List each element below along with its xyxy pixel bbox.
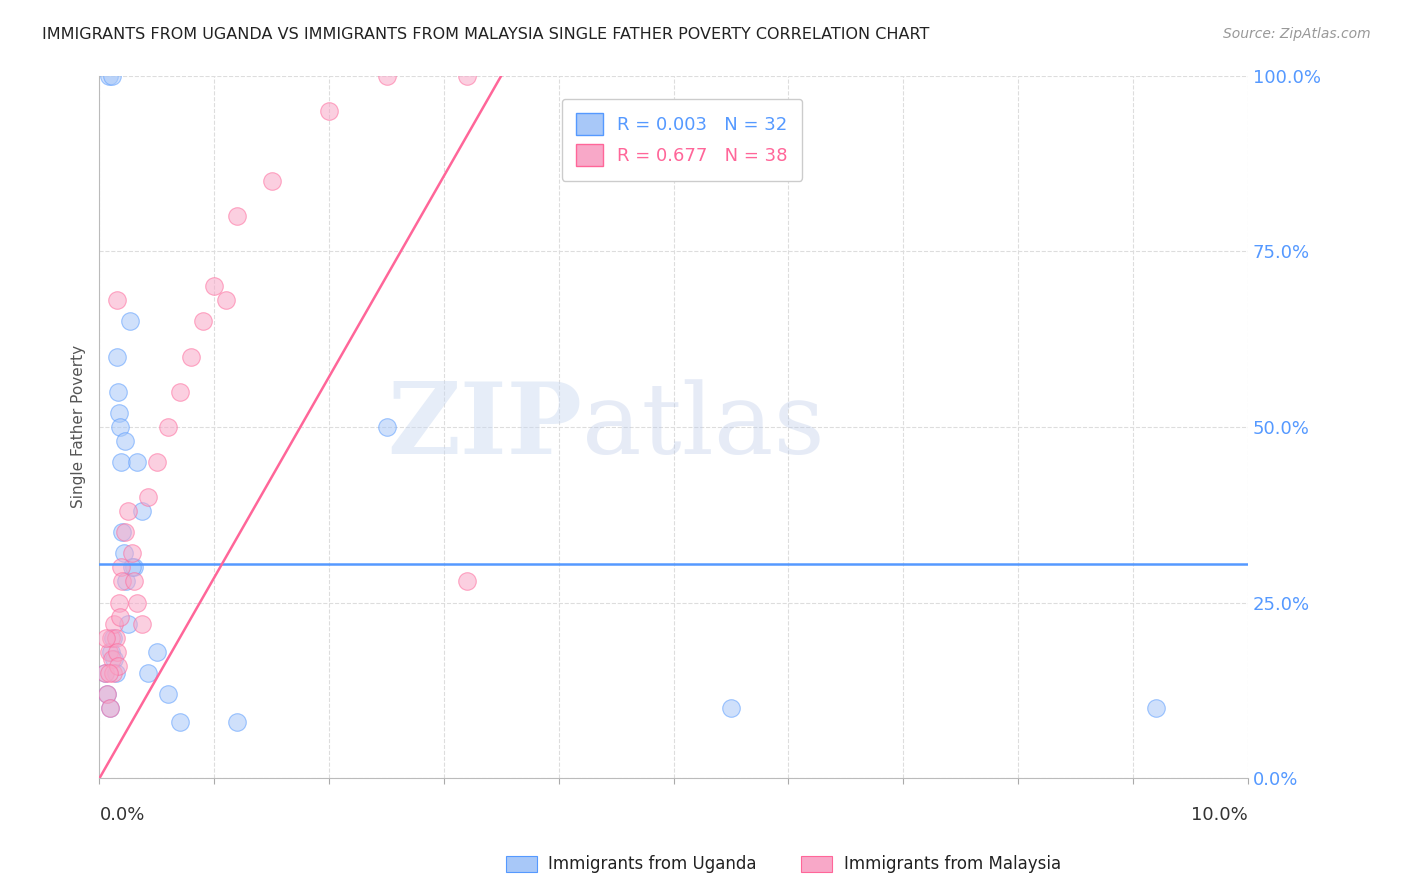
Point <box>456 574 478 589</box>
Point <box>136 490 159 504</box>
Point <box>101 69 124 83</box>
Point <box>226 209 249 223</box>
Point <box>105 645 128 659</box>
Point <box>122 574 145 589</box>
Point <box>108 596 131 610</box>
Point <box>157 687 180 701</box>
Point <box>136 665 159 680</box>
Point <box>105 293 128 308</box>
Y-axis label: Single Father Poverty: Single Father Poverty <box>72 345 86 508</box>
Point <box>169 384 191 399</box>
Point <box>260 174 283 188</box>
Point <box>1144 701 1167 715</box>
Point <box>110 560 132 574</box>
Point <box>112 546 135 560</box>
Point <box>121 560 143 574</box>
Text: Immigrants from Malaysia: Immigrants from Malaysia <box>844 855 1060 873</box>
Point <box>98 701 121 715</box>
Text: Source: ZipAtlas.com: Source: ZipAtlas.com <box>1223 27 1371 41</box>
Point <box>131 504 153 518</box>
Point <box>108 420 131 434</box>
Point <box>111 525 134 540</box>
Point <box>375 69 398 83</box>
Point <box>107 658 129 673</box>
Point <box>100 645 122 659</box>
Legend: R = 0.003   N = 32, R = 0.677   N = 38: R = 0.003 N = 32, R = 0.677 N = 38 <box>561 99 803 180</box>
Point <box>375 420 398 434</box>
Point <box>107 384 129 399</box>
Point <box>98 701 121 715</box>
Point <box>117 504 139 518</box>
Text: atlas: atlas <box>582 379 824 475</box>
Point <box>215 293 238 308</box>
Text: ZIP: ZIP <box>387 378 582 475</box>
Point <box>104 631 127 645</box>
Point <box>100 631 122 645</box>
Point <box>94 665 117 680</box>
Point <box>202 279 225 293</box>
Point <box>97 665 120 680</box>
Point <box>108 609 131 624</box>
Point <box>103 652 125 666</box>
Point <box>127 596 149 610</box>
Point <box>101 652 124 666</box>
Text: 10.0%: 10.0% <box>1191 806 1249 824</box>
Point <box>146 645 169 659</box>
Text: IMMIGRANTS FROM UGANDA VS IMMIGRANTS FROM MALAYSIA SINGLE FATHER POVERTY CORRELA: IMMIGRANTS FROM UGANDA VS IMMIGRANTS FRO… <box>42 27 929 42</box>
Point <box>97 645 120 659</box>
Point <box>103 631 125 645</box>
Point <box>97 69 120 83</box>
Point <box>96 687 118 701</box>
Point <box>114 434 136 448</box>
Point <box>131 616 153 631</box>
Text: 0.0%: 0.0% <box>100 806 145 824</box>
Point <box>111 574 134 589</box>
Point <box>117 616 139 631</box>
Point <box>94 665 117 680</box>
Point <box>104 665 127 680</box>
Point <box>105 350 128 364</box>
Point <box>120 314 142 328</box>
Point <box>157 420 180 434</box>
Text: Immigrants from Uganda: Immigrants from Uganda <box>548 855 756 873</box>
Point <box>108 406 131 420</box>
Point <box>720 701 742 715</box>
Point <box>96 631 118 645</box>
Point <box>456 69 478 83</box>
Point <box>180 350 202 364</box>
Point <box>115 574 138 589</box>
Point <box>110 455 132 469</box>
Point <box>226 714 249 729</box>
Point <box>169 714 191 729</box>
Point <box>146 455 169 469</box>
Point <box>318 103 340 118</box>
Point <box>127 455 149 469</box>
Point <box>191 314 214 328</box>
Point <box>114 525 136 540</box>
Point <box>103 616 125 631</box>
Point <box>121 546 143 560</box>
Point <box>96 687 118 701</box>
Point <box>103 665 125 680</box>
Point <box>122 560 145 574</box>
